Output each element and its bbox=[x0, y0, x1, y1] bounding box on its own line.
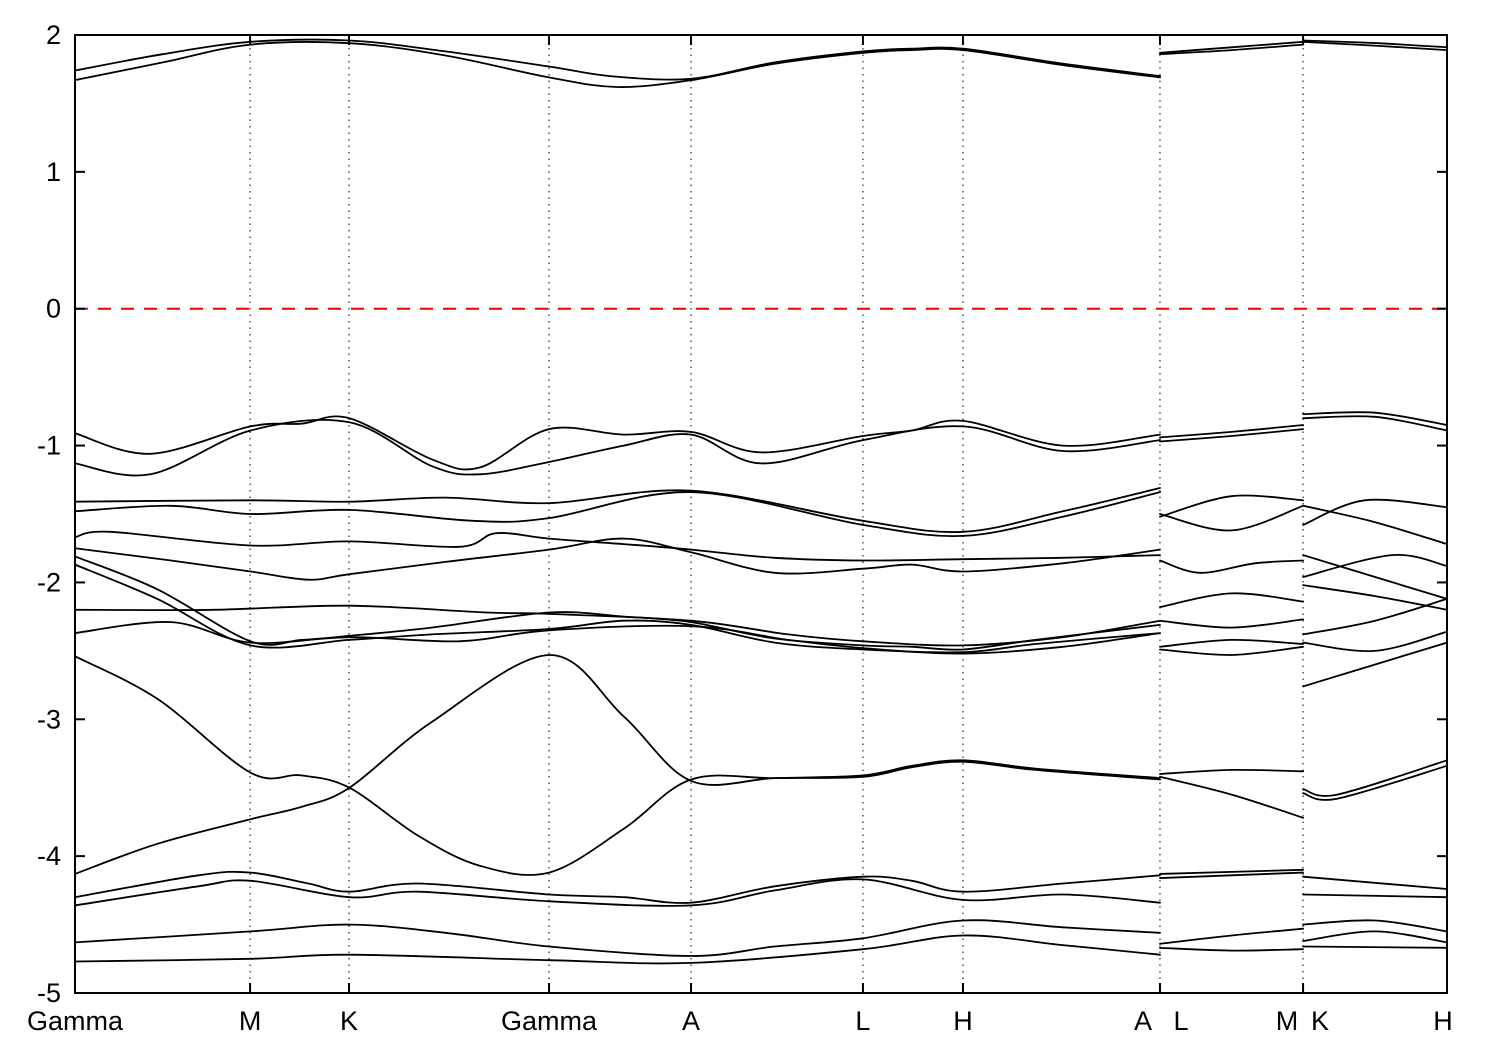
band-line-p3-valence-1 bbox=[1302, 411, 1448, 426]
band-line-p3-valence-8 bbox=[1302, 598, 1448, 636]
band-line-p3-valence-15 bbox=[1302, 919, 1448, 933]
y-tick-label: -1 bbox=[37, 431, 61, 461]
x-tick-label-k: K bbox=[340, 1006, 358, 1036]
y-tick-label: -4 bbox=[37, 841, 61, 871]
y-tick-label: -5 bbox=[37, 978, 61, 1008]
x-tick-label-m: M bbox=[1276, 1006, 1299, 1036]
band-line-p2-valence-11 bbox=[1159, 775, 1304, 819]
x-tick-label-a: A bbox=[682, 1006, 700, 1036]
band-line-p3-conduction-2 bbox=[1302, 40, 1448, 51]
band-line-p1-valence-3 bbox=[74, 487, 1161, 533]
band-line-p3-conduction-1 bbox=[1302, 39, 1448, 49]
band-line-p2-valence-1 bbox=[1159, 424, 1304, 439]
band-line-p2-valence-15 bbox=[1159, 946, 1304, 952]
y-tick-label: 2 bbox=[46, 20, 61, 50]
band-line-p3-valence-14 bbox=[1302, 893, 1448, 899]
band-line-p2-conduction-2 bbox=[1159, 43, 1304, 56]
band-line-p3-valence-10 bbox=[1302, 641, 1448, 688]
band-line-p1-valence-12-dispersive-up bbox=[74, 654, 1161, 875]
x-tick-label-l: L bbox=[855, 1006, 870, 1036]
band-line-p2-conduction-1 bbox=[1159, 40, 1304, 54]
x-tick-label-h: H bbox=[953, 1006, 973, 1036]
y-tick-label: -3 bbox=[37, 704, 61, 734]
band-line-p1-valence-4 bbox=[74, 491, 1161, 538]
band-line-p3-valence-3 bbox=[1302, 504, 1448, 545]
band-line-p2-valence-7 bbox=[1159, 618, 1304, 629]
band-line-p1-valence-11-dispersive-down bbox=[74, 655, 1161, 876]
band-line-p2-valence-13 bbox=[1159, 871, 1304, 879]
band-line-p1-valence-8 bbox=[74, 563, 1161, 654]
x-tick-label-h: H bbox=[1433, 1006, 1453, 1036]
band-line-p3-valence-12 bbox=[1302, 764, 1448, 801]
band-line-p1-valence-6 bbox=[74, 537, 1161, 581]
x-tick-label-a: A bbox=[1134, 1006, 1152, 1036]
band-line-p2-valence-2 bbox=[1159, 428, 1304, 443]
y-tick-label: 1 bbox=[46, 157, 61, 187]
band-line-p3-valence-11 bbox=[1302, 759, 1448, 797]
y-tick-label: 0 bbox=[46, 294, 61, 324]
x-tick-label-k: K bbox=[1311, 1006, 1329, 1036]
band-line-p3-valence-5 bbox=[1302, 554, 1448, 600]
band-line-p2-valence-12 bbox=[1159, 868, 1304, 875]
band-line-p1-valence-13 bbox=[74, 870, 1161, 904]
band-line-p2-valence-14 bbox=[1159, 927, 1304, 945]
band-line-p2-valence-10 bbox=[1159, 768, 1304, 775]
band-line-p2-valence-5 bbox=[1159, 559, 1304, 574]
band-line-p1-valence-14 bbox=[74, 878, 1161, 907]
band-line-p3-valence-13 bbox=[1302, 875, 1448, 890]
band-line-p1-valence-5 bbox=[74, 530, 1161, 562]
band-line-p3-valence-16 bbox=[1302, 930, 1448, 944]
band-line-p3-valence-4 bbox=[1302, 498, 1448, 526]
band-line-p3-valence-7 bbox=[1302, 584, 1448, 611]
band-line-p3-valence-17 bbox=[1302, 945, 1448, 949]
band-line-p3-valence-2 bbox=[1302, 415, 1448, 432]
band-line-p1-conduction-1 bbox=[74, 38, 1161, 81]
band-line-p1-valence-9 bbox=[74, 604, 1161, 647]
x-tick-label-gamma: Gamma bbox=[27, 1006, 124, 1036]
band-line-p1-valence-2 bbox=[74, 418, 1161, 477]
plot-frame bbox=[74, 34, 1448, 994]
x-tick-label-l: L bbox=[1173, 1006, 1188, 1036]
band-line-p1-valence-1 bbox=[74, 415, 1161, 471]
band-line-p1-conduction-2 bbox=[74, 41, 1161, 88]
x-tick-label-gamma: Gamma bbox=[501, 1006, 598, 1036]
band-line-p3-valence-6 bbox=[1302, 554, 1448, 578]
band-line-p1-valence-16 bbox=[74, 934, 1161, 965]
band-line-p2-valence-6 bbox=[1159, 592, 1304, 608]
y-tick-label: -2 bbox=[37, 567, 61, 597]
band-line-p2-valence-3 bbox=[1159, 504, 1304, 532]
band-line-p2-valence-4 bbox=[1159, 494, 1304, 518]
band-line-p3-valence-9 bbox=[1302, 630, 1448, 653]
band-line-p2-valence-8 bbox=[1159, 638, 1304, 648]
band-line-p2-valence-9 bbox=[1159, 645, 1304, 656]
band-line-p1-valence-10 bbox=[74, 621, 1161, 655]
x-tick-label-m: M bbox=[239, 1006, 262, 1036]
band-line-p1-valence-15 bbox=[74, 919, 1161, 957]
